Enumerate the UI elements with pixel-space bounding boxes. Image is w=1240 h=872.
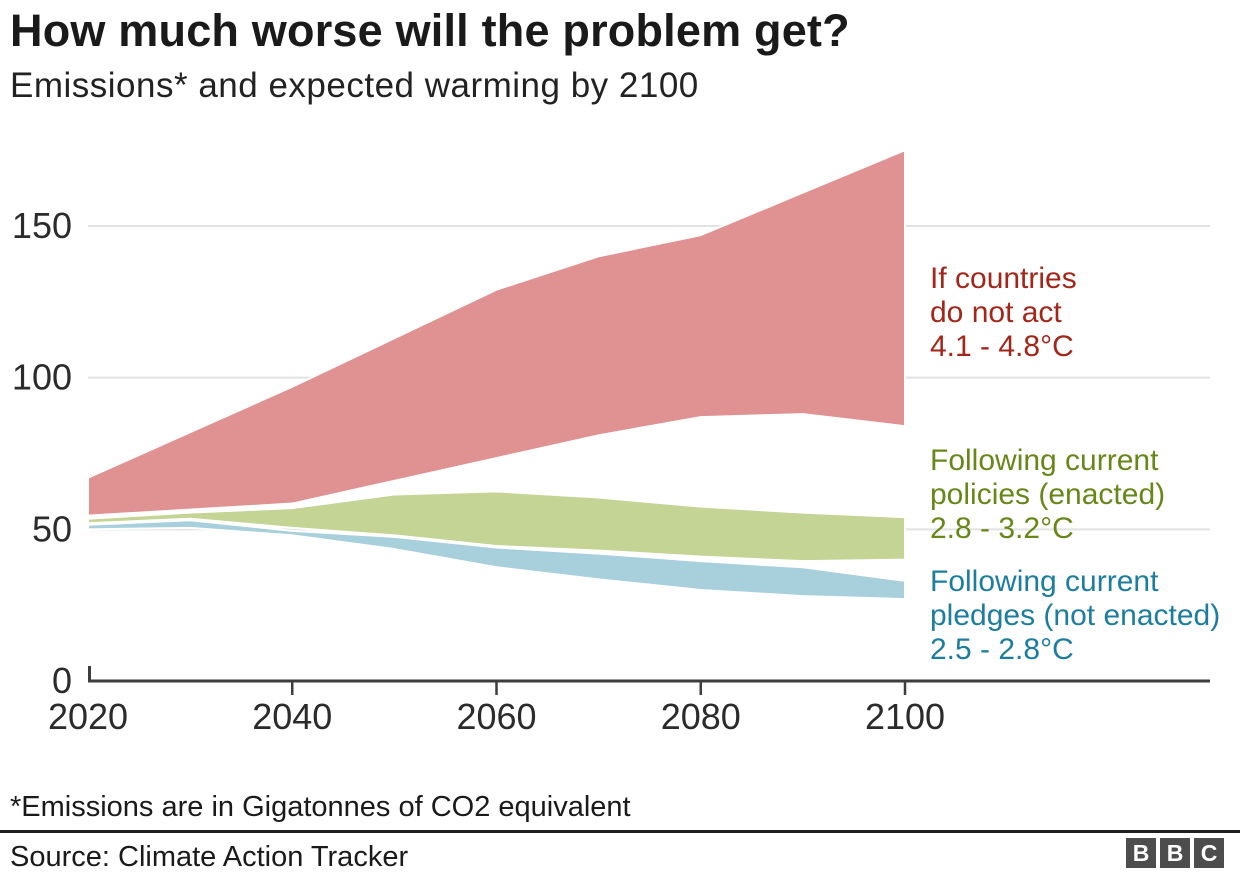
footer-divider	[0, 830, 1240, 833]
page-subtitle: Emissions* and expected warming by 2100	[10, 65, 699, 105]
band-0	[87, 149, 906, 517]
y-tick-label-0: 0	[52, 660, 72, 701]
x-tick-label-2020: 2020	[48, 696, 128, 737]
annotation-current-policies-line2: policies (enacted)	[930, 478, 1166, 511]
page-title: How much worse will the problem get?	[10, 5, 850, 56]
annotation-current-pledges-range: 2.5 - 2.8°C	[930, 633, 1074, 666]
x-tick-label-2100: 2100	[865, 696, 945, 737]
band-2	[87, 519, 906, 601]
x-tick-label-2080: 2080	[661, 696, 741, 737]
y-tick-label-150: 150	[12, 205, 72, 246]
annotation-current-pledges-line2: pledges (not enacted)	[930, 599, 1221, 632]
annotation-no-act: If countries do not act 4.1 - 4.8°C	[930, 262, 1077, 364]
annotation-current-pledges: Following current pledges (not enacted) …	[930, 565, 1220, 667]
header: How much worse will the problem get? Emi…	[10, 0, 1230, 106]
band-1	[87, 490, 906, 563]
x-tick-label-2060: 2060	[456, 696, 536, 737]
annotation-no-act-range: 4.1 - 4.8°C	[930, 330, 1074, 363]
y-tick-label-50: 50	[32, 508, 72, 549]
annotation-no-act-line1: If countries	[930, 262, 1077, 295]
annotation-current-pledges-line1: Following current	[930, 565, 1159, 598]
y-tick-label-100: 100	[12, 357, 72, 398]
bbc-logo-letter: B	[1160, 838, 1190, 868]
annotation-no-act-line2: do not act	[930, 296, 1062, 329]
x-tick-label-2040: 2040	[252, 696, 332, 737]
bbc-logo: B B C	[1126, 838, 1224, 868]
annotation-current-policies: Following current policies (enacted) 2.8…	[930, 444, 1165, 546]
bbc-logo-letter: C	[1194, 838, 1224, 868]
source: Source: Climate Action Tracker	[10, 841, 409, 872]
bbc-logo-letter: B	[1126, 838, 1156, 868]
annotation-current-policies-range: 2.8 - 3.2°C	[930, 512, 1074, 545]
footnote: *Emissions are in Gigatonnes of CO2 equi…	[10, 791, 631, 823]
annotation-current-policies-line1: Following current	[930, 444, 1159, 477]
